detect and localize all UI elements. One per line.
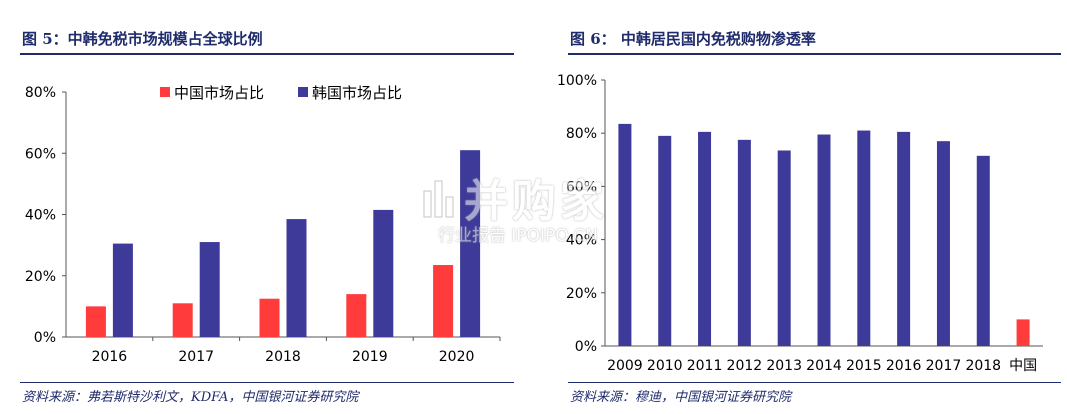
y-tick-label: 80% bbox=[566, 126, 597, 142]
bar-2017 bbox=[936, 141, 950, 346]
legend-label: 中国市场占比 bbox=[174, 84, 264, 102]
x-tick-label: 2013 bbox=[766, 358, 802, 374]
figure-5-title: 图 5：中韩免税市场规模占全球比例 bbox=[22, 30, 263, 48]
y-tick-label: 60% bbox=[566, 179, 597, 195]
y-tick-label: 0% bbox=[575, 339, 597, 355]
x-tick-label: 2017 bbox=[178, 349, 214, 365]
figure-5-source-rule bbox=[20, 382, 514, 383]
bar-2014 bbox=[817, 134, 831, 346]
bar-korea-2017 bbox=[199, 242, 220, 337]
legend-label: 韩国市场占比 bbox=[312, 84, 402, 102]
x-tick-label: 2016 bbox=[92, 349, 128, 365]
x-tick-label: 中国 bbox=[1009, 358, 1037, 374]
figure-6-source-rule bbox=[568, 382, 1061, 383]
x-tick-label: 2018 bbox=[265, 349, 301, 365]
y-tick-label: 40% bbox=[25, 208, 56, 224]
bar-2018 bbox=[976, 155, 990, 346]
x-tick-label: 2015 bbox=[846, 358, 882, 374]
x-tick-label: 2020 bbox=[439, 349, 475, 365]
bar-korea-2016 bbox=[112, 243, 133, 337]
bar-中国 bbox=[1016, 319, 1030, 346]
legend-swatch bbox=[298, 87, 308, 97]
bar-2015 bbox=[857, 130, 871, 346]
figure-6-panel: 图 6： 中韩居民国内免税购物渗透率 0% 20% 40% 60% 80% 100% 200… bbox=[548, 0, 1067, 414]
figure-6-title: 图 6： 中韩居民国内免税购物渗透率 bbox=[570, 30, 816, 48]
figure-5-title-rule bbox=[20, 53, 514, 55]
x-tick-label: 2016 bbox=[886, 358, 922, 374]
x-tick-label: 2009 bbox=[607, 358, 643, 374]
x-tick-label: 2018 bbox=[965, 358, 1001, 374]
y-tick-label: 80% bbox=[25, 85, 56, 101]
figure-6-title-rule bbox=[568, 53, 1061, 55]
y-tick-label: 20% bbox=[566, 286, 597, 302]
x-tick-label: 2012 bbox=[727, 358, 763, 374]
bar-korea-2019 bbox=[373, 209, 394, 337]
legend-swatch bbox=[160, 87, 170, 97]
x-tick-label: 2010 bbox=[647, 358, 683, 374]
y-tick-label: 20% bbox=[25, 269, 56, 285]
bar-2011 bbox=[698, 131, 712, 346]
bar-korea-2020 bbox=[460, 150, 481, 337]
figure-5-chart: 0% 20% 40% 60% 80% 2016 2017 2018 2019 2020 中国市场占比… bbox=[25, 84, 501, 365]
bar-korea-2018 bbox=[286, 219, 307, 337]
bar-china-2019 bbox=[346, 294, 367, 337]
y-tick-label: 40% bbox=[566, 233, 597, 249]
y-tick-label: 60% bbox=[25, 146, 56, 162]
bar-2010 bbox=[658, 135, 672, 346]
bar-2016 bbox=[897, 131, 911, 346]
bar-2013 bbox=[777, 150, 791, 346]
bar-2009 bbox=[618, 123, 632, 346]
bar-china-2018 bbox=[259, 298, 280, 337]
bar-china-2016 bbox=[85, 306, 106, 337]
x-tick-label: 2014 bbox=[806, 358, 842, 374]
y-tick-label: 0% bbox=[34, 330, 56, 346]
bar-china-2020 bbox=[433, 265, 454, 337]
figure-5-source: 资料来源：弗若斯特沙利文，KDFA，中国银河证券研究院 bbox=[22, 390, 359, 405]
figure-6-chart: 0%20%40%60%80%100%2009 2010 2011 2012 2013 20… bbox=[557, 73, 1043, 374]
y-tick-label: 100% bbox=[557, 73, 597, 89]
figure-5-panel: 图 5：中韩免税市场规模占全球比例 0% 20% 40% 60% 80% 2016 2017… bbox=[0, 0, 520, 414]
bar-china-2017 bbox=[172, 303, 193, 337]
x-tick-label: 2011 bbox=[687, 358, 723, 374]
bar-2012 bbox=[737, 139, 751, 346]
figure-6-source: 资料来源：穆迪，中国银河证券研究院 bbox=[570, 390, 792, 405]
x-tick-label: 2017 bbox=[926, 358, 962, 374]
x-tick-label: 2019 bbox=[352, 349, 388, 365]
